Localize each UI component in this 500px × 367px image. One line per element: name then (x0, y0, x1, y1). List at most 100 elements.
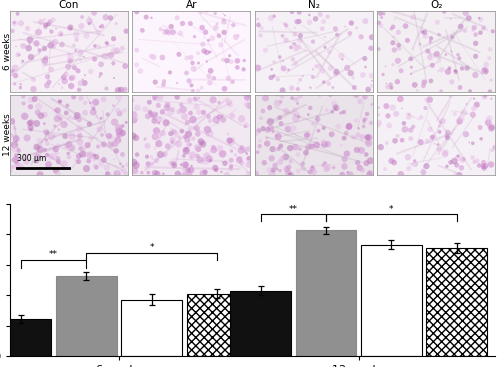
Point (104, 171, 112, 177)
Point (198, 141, 206, 147)
Point (82, 166, 90, 171)
Point (54, 107, 62, 113)
Point (219, 11, 227, 17)
Point (348, 20, 356, 26)
Point (192, 104, 200, 110)
Point (306, 105, 314, 111)
Point (342, 130, 350, 136)
Point (262, 47, 270, 53)
Point (27, 97, 35, 103)
Point (456, 23, 464, 29)
Point (6, 70, 14, 76)
Point (461, 28, 469, 34)
Point (218, 113, 226, 119)
Point (243, 102, 251, 108)
Point (442, 149, 450, 155)
Point (281, 21, 289, 27)
Point (155, 141, 163, 147)
Point (417, 115, 425, 120)
Point (184, 119, 192, 125)
Point (308, 164, 316, 170)
Point (204, 131, 212, 137)
Point (30, 86, 38, 92)
Point (294, 114, 302, 120)
Point (65, 154, 73, 160)
Point (280, 66, 287, 72)
Point (42, 55, 50, 61)
Point (118, 152, 126, 157)
Point (300, 166, 308, 172)
Point (456, 119, 464, 124)
Point (320, 139, 328, 145)
Point (98, 132, 106, 138)
Point (186, 171, 194, 177)
Point (42, 24, 50, 30)
Point (212, 167, 220, 173)
Point (296, 77, 304, 83)
Point (277, 143, 285, 149)
Point (276, 168, 284, 174)
Point (267, 15, 275, 21)
Point (294, 168, 302, 174)
Point (422, 105, 430, 111)
Point (315, 63, 323, 69)
Point (276, 54, 284, 60)
Point (326, 49, 334, 55)
Point (206, 49, 214, 55)
Point (165, 30, 173, 36)
Point (198, 85, 205, 91)
Point (158, 130, 166, 136)
Point (40, 121, 48, 127)
Point (97, 71, 105, 77)
Point (175, 109, 183, 115)
Point (438, 118, 446, 124)
Point (437, 88, 445, 94)
Point (306, 19, 314, 25)
Point (182, 55, 190, 61)
Point (118, 123, 126, 129)
Point (291, 31, 299, 37)
Point (332, 71, 340, 77)
Point (162, 120, 170, 126)
Point (55, 127, 63, 132)
Point (47, 154, 55, 160)
Point (112, 125, 120, 131)
Point (72, 157, 80, 163)
Point (414, 88, 422, 94)
Point (104, 41, 112, 47)
Point (354, 126, 362, 131)
Point (486, 46, 494, 52)
Point (40, 17, 48, 22)
Point (440, 9, 448, 15)
Point (294, 101, 302, 106)
Point (469, 27, 477, 33)
Point (151, 170, 159, 176)
Point (14, 11, 22, 17)
Point (238, 116, 246, 122)
Point (362, 152, 370, 157)
Point (113, 48, 121, 54)
Point (91, 43, 99, 49)
Point (446, 94, 454, 99)
Point (132, 47, 140, 53)
Point (50, 153, 58, 159)
Point (194, 88, 202, 94)
Point (435, 32, 443, 37)
Point (16, 81, 24, 87)
Title: O₂: O₂ (430, 0, 442, 10)
Point (124, 162, 132, 168)
Point (416, 139, 424, 145)
Point (398, 105, 406, 111)
Point (240, 148, 248, 153)
Point (448, 34, 456, 40)
Point (57, 32, 65, 37)
Point (14, 163, 22, 169)
Point (452, 162, 460, 168)
Point (232, 34, 240, 40)
Point (66, 25, 74, 30)
Point (266, 125, 274, 131)
Point (282, 26, 290, 32)
Point (52, 26, 60, 32)
Point (30, 77, 38, 83)
Point (168, 139, 176, 145)
